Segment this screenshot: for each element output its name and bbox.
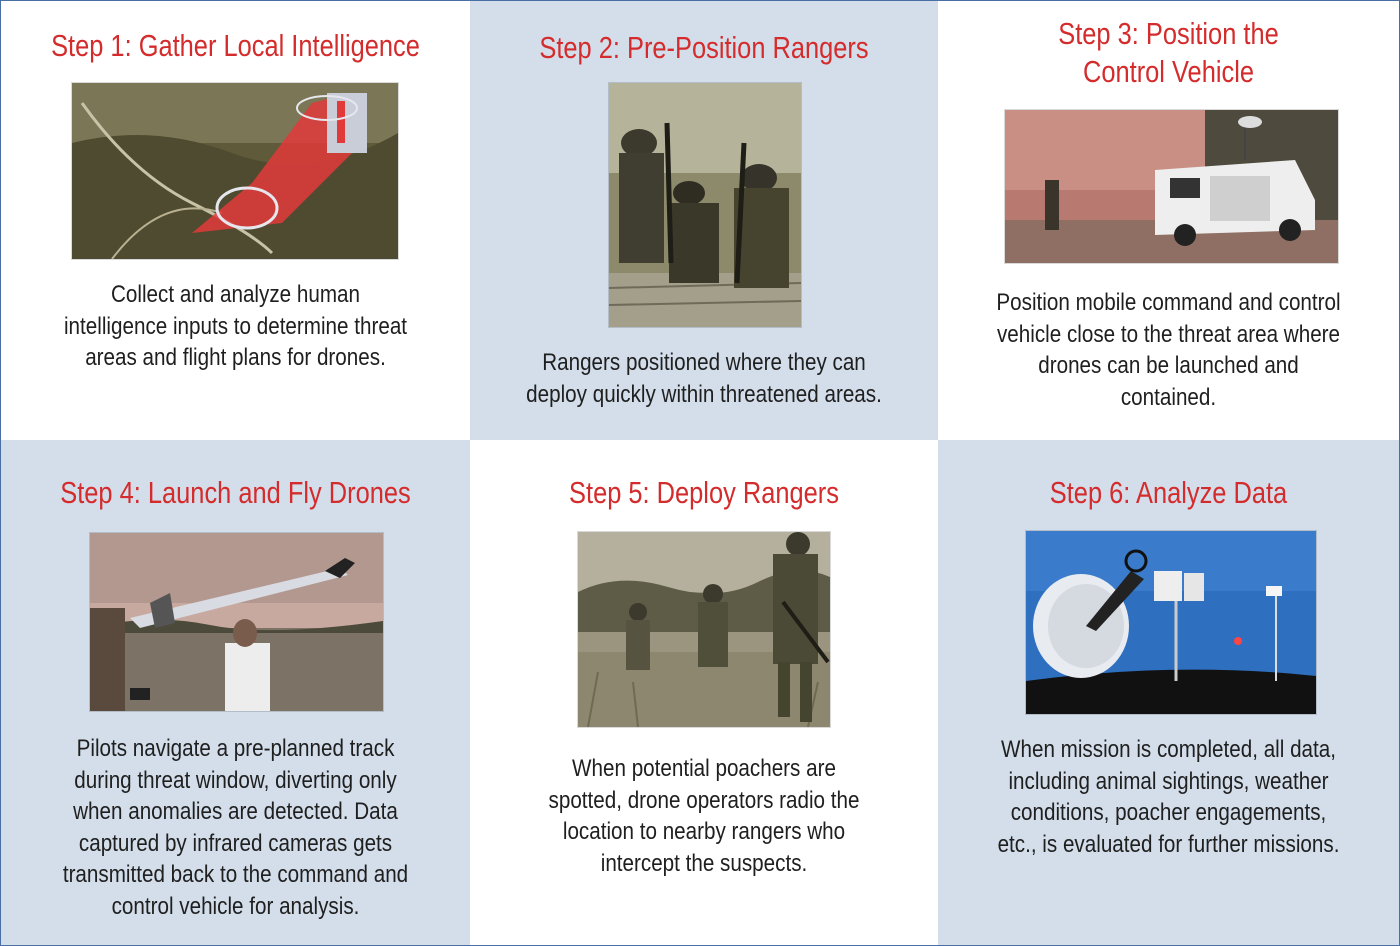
step-4-panel: Step 4: Launch and Fly Drones Pilots nav… [1,440,470,945]
step-1-title: Step 1: Gather Local Intelligence [51,28,420,63]
step-6-description: When mission is completed, all data, inc… [997,736,1340,858]
step-2-panel: Step 2: Pre-Position Rangers Rangers pos… [470,1,938,440]
step-2-title: Step 2: Pre-Position Rangers [539,30,869,65]
step-1-description: Collect and analyze human intelligence i… [63,281,408,371]
drone-launch-icon [89,532,384,712]
step-3-panel: Step 3: Position the Control Vehicle Pos… [938,1,1399,440]
step-5-title: Step 5: Deploy Rangers [569,475,839,510]
step-3-title: Step 3: Position the Control Vehicle [1058,16,1279,89]
step-6-panel: Step 6: Analyze Data When mission is com… [938,440,1399,945]
rangers-on-truck-icon [608,82,802,328]
step-2-description: Rangers positioned where they can deploy… [526,349,882,408]
step-6-title: Step 6: Analyze Data [1049,475,1288,510]
satellite-dish-icon [1025,530,1317,715]
step-5-panel: Step 5: Deploy Rangers When [470,440,938,945]
control-van-icon [1004,109,1339,264]
step-3-description: Position mobile command and control vehi… [996,289,1341,411]
rangers-patrol-icon [577,531,831,728]
terrain-map-icon [71,82,399,260]
step-4-description: Pilots navigate a pre-planned track duri… [62,735,409,920]
step-1-panel: Step 1: Gather Local Intelligence Collec… [1,1,470,440]
step-4-title: Step 4: Launch and Fly Drones [60,475,411,510]
step-5-description: When potential poachers are spotted, dro… [548,755,860,877]
